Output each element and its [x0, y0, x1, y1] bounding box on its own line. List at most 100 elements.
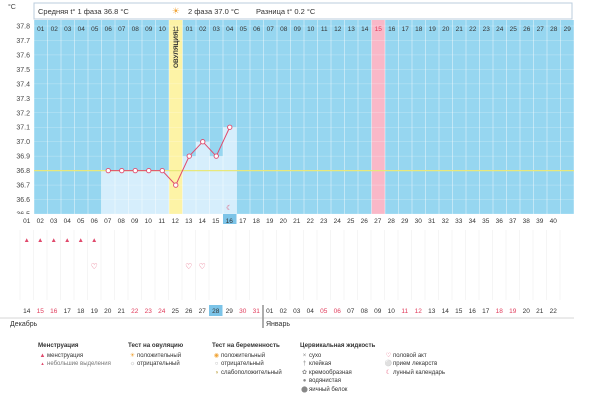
phase2-day-number: 11 — [321, 26, 328, 33]
y-tick-label: 37.7 — [16, 38, 30, 45]
calendar-date: 28 — [212, 308, 220, 315]
heart-icon: ♡ — [199, 262, 206, 271]
bottom-cycle-day: 32 — [442, 218, 450, 225]
y-tick-label: 37.1 — [16, 125, 30, 132]
calendar-date: 14 — [23, 308, 31, 315]
bottom-cycle-day: 33 — [455, 218, 463, 225]
cycle-day-number: 03 — [64, 26, 72, 33]
calendar-date: 03 — [293, 308, 301, 315]
y-tick-label: 36.9 — [16, 154, 30, 161]
legend-menstruation-title: Менструация — [38, 342, 79, 349]
bottom-cycle-day: 36 — [496, 218, 504, 225]
plot-area: ОВУЛЯЦИЯ ☀ 37.8 37.7 37.6 37.5 37.4 37.3 37.2 37.… — [0, 6, 575, 328]
bottom-cycle-day: 01 — [23, 218, 31, 225]
sticky-icon: † — [302, 361, 307, 368]
phase2-day-number: 08 — [280, 26, 288, 33]
y-tick-label: 36.8 — [16, 168, 30, 175]
y-tick-label: 36.7 — [16, 183, 30, 190]
calendar-date: 21 — [118, 308, 126, 315]
bottom-cycle-day: 06 — [91, 218, 99, 225]
y-tick-label: 37.8 — [16, 24, 30, 31]
drop-icon: ▲ — [51, 237, 57, 244]
moon-icon: ☾ — [385, 369, 392, 376]
legend-item: ● водянистая — [300, 377, 375, 386]
calendar-date: 11 — [401, 308, 408, 315]
temperature-column — [101, 170, 115, 214]
bottom-cycle-day: 07 — [104, 218, 112, 225]
temperature-point — [186, 153, 192, 159]
bottom-cycle-day: 29 — [401, 218, 409, 225]
phase2-day-number: 06 — [253, 26, 261, 33]
calendar-date: 29 — [226, 308, 234, 315]
legend-item: ◑ слабоположительный — [212, 369, 282, 378]
phase2-day-number: 27 — [537, 26, 545, 33]
avg-phase2-text: 2 фаза 37.0 °C — [188, 7, 240, 16]
y-tick-label: 37.0 — [16, 139, 30, 146]
bottom-cycle-day: 28 — [388, 218, 396, 225]
calendar-date: 20 — [104, 308, 112, 315]
bottom-cycle-day: 04 — [64, 218, 72, 225]
bottom-cycle-day: 34 — [469, 218, 477, 225]
calendar-date: 07 — [347, 308, 355, 315]
phase2-day-number: 12 — [334, 26, 342, 33]
calendar-date: 26 — [185, 308, 193, 315]
legend-item: ✿ кремообразная — [301, 369, 352, 376]
small-drop-icon: ▴ — [41, 361, 44, 368]
temperature-point — [173, 182, 179, 188]
legend-cervical-fluid: Цервикальная жидкость × сухо † клейкая ✿ кр… — [300, 342, 375, 395]
temperature-column — [155, 170, 169, 214]
creamy-icon: ✿ — [301, 369, 308, 376]
calendar-date: 31 — [253, 308, 261, 315]
bottom-cycle-day: 30 — [415, 218, 423, 225]
month-label-january: Январь — [266, 321, 290, 328]
bottom-cycle-day: 26 — [361, 218, 369, 225]
bottom-cycle-day: 11 — [158, 218, 165, 225]
bottom-cycle-day: 27 — [374, 218, 382, 225]
calendar-date: 24 — [158, 308, 166, 315]
calendar-date: 05 — [320, 308, 328, 315]
bottom-cycle-day: 18 — [253, 218, 261, 225]
bottom-cycle-day: 35 — [482, 218, 490, 225]
legend-item: ⚪прием лекарств — [384, 361, 438, 368]
legend-ovulation-test: Тест на овуляцию ☀ положительный ☼ отрицат… — [128, 342, 183, 369]
y-tick-label: 37.3 — [16, 96, 30, 103]
calendar-date: 25 — [172, 308, 180, 315]
phase2-day-number: 14 — [361, 26, 369, 33]
y-tick-label: 36.6 — [16, 197, 30, 204]
calendar-date: 17 — [64, 308, 72, 315]
drop-icon: ▲ — [64, 237, 70, 244]
calendar-date: 13 — [428, 308, 436, 315]
phase2-day-number: 02 — [199, 26, 207, 33]
day-number-row — [0, 214, 574, 224]
phase2-day-number: 15 — [375, 26, 383, 33]
phase2-day-number: 10 — [307, 26, 315, 33]
calendar-date: 10 — [388, 308, 396, 315]
bottom-cycle-day: 19 — [266, 218, 274, 225]
bottom-cycle-day: 14 — [199, 218, 207, 225]
phase2-day-number: 07 — [267, 26, 275, 33]
dry-icon: × — [302, 352, 307, 359]
phase2-day-number: 01 — [186, 26, 194, 33]
phase2-day-number: 13 — [348, 26, 356, 33]
watery-icon: ● — [302, 378, 307, 385]
temp-diff-text: Разница t° 0.2 °C — [256, 7, 316, 16]
legend-pregnancy-test-title: Тест на беременность — [212, 342, 280, 349]
bottom-cycle-day: 05 — [77, 218, 85, 225]
avg-phase1-text: Средняя t° 1 фаза 36.8 °C — [38, 7, 129, 16]
ovulation-band — [169, 20, 183, 214]
phase2-day-number: 17 — [402, 26, 410, 33]
heart-icon: ♡ — [385, 352, 392, 359]
calendar-date: 02 — [280, 308, 288, 315]
legend-cervical-title: Цервикальная жидкость — [300, 342, 376, 349]
phase2-day-number: 23 — [483, 26, 491, 33]
today-cell — [223, 214, 237, 224]
calendar-date: 16 — [469, 308, 477, 315]
drop-icon: ▲ — [91, 237, 97, 244]
bottom-cycle-day: 02 — [37, 218, 45, 225]
phase2-day-number: 19 — [429, 26, 437, 33]
calendar-date: 15 — [455, 308, 463, 315]
calendar-date: 15 — [37, 308, 45, 315]
calendar-date: 22 — [550, 308, 558, 315]
drop-icon: ▲ — [37, 237, 43, 244]
phase2-day-number: 04 — [226, 26, 234, 33]
